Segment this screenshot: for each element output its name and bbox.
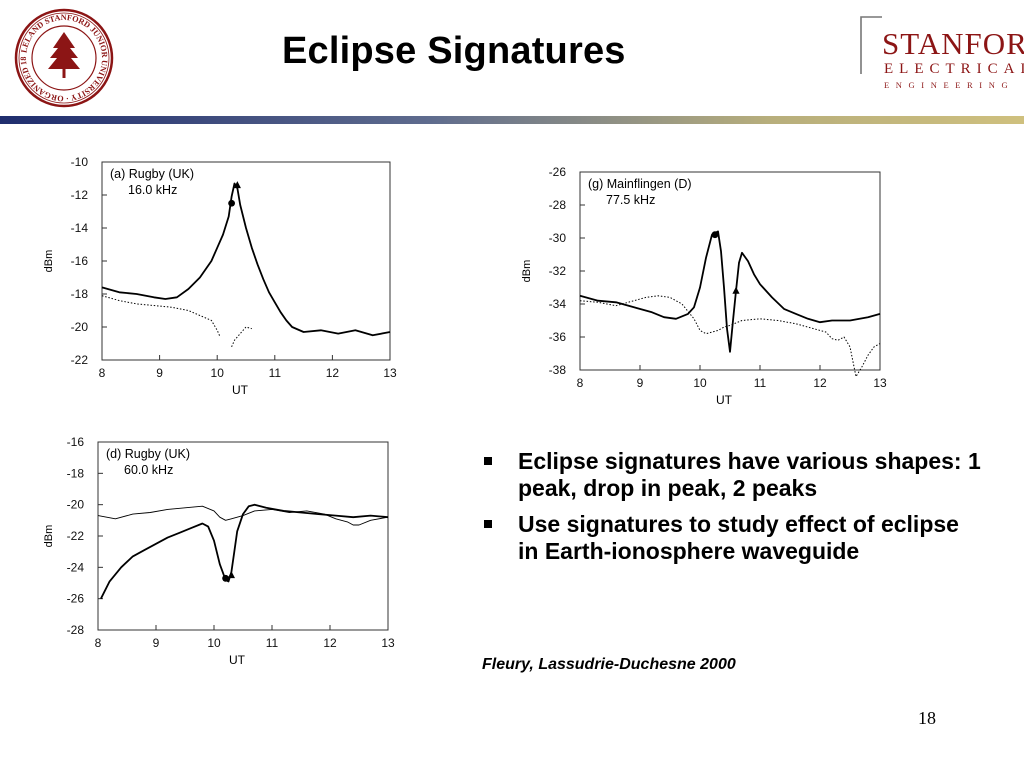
y-tick-label: -32 (549, 264, 567, 278)
bullet-square-icon (484, 457, 492, 465)
page-number: 18 (918, 708, 936, 728)
logo-line-1: STANFORD (882, 26, 1024, 61)
y-tick-label: -36 (549, 330, 567, 344)
x-tick-label: 11 (269, 366, 282, 380)
series-line-2 (97, 505, 389, 526)
chart-title: (a) Rugby (UK) (110, 167, 194, 181)
citation: Fleury, Lassudrie-Duchesne 2000 (482, 656, 736, 673)
y-tick-label: -30 (549, 231, 567, 245)
x-tick-label: 12 (323, 636, 337, 650)
x-tick-label: 11 (266, 636, 279, 650)
chart-g: 8 9 10 11 12 13 -26 -28 -30 -32 -34 -36 -38 UT dBm (g) … (518, 158, 890, 416)
circle-marker (711, 231, 719, 239)
x-axis-label: UT (229, 653, 246, 667)
series-line-2 (101, 295, 221, 338)
y-tick-label: -26 (549, 165, 567, 179)
stanford-seal-icon: LELAND STANFORD JUNIOR UNIVERSITY · ORGA… (14, 8, 114, 108)
y-axis-label: dBm (43, 250, 55, 273)
series-line-3 (231, 326, 252, 348)
series-line-1 (100, 503, 389, 600)
bullet-text: Use signatures to study effect of eclips… (518, 511, 959, 564)
y-tick-label: -18 (71, 287, 89, 301)
header-divider-band (0, 116, 1024, 124)
y-tick-label: -16 (67, 435, 85, 449)
y-axis-label: dBm (43, 525, 55, 548)
x-tick-label: 8 (99, 366, 106, 380)
bullet-item-2: Use signatures to study effect of eclips… (482, 511, 982, 565)
chart-subtitle: 77.5 kHz (606, 193, 655, 207)
bullet-item-1: Eclipse signatures have various shapes: … (482, 448, 982, 502)
y-tick-label: -14 (71, 221, 89, 235)
chart-svg: 8 9 10 11 12 13 -26 -28 -30 -32 -34 -36 -38 UT dBm (g) … (521, 165, 887, 407)
logo-line-2: ELECTRICAL (884, 61, 1024, 77)
chart-title: (g) Mainflingen (D) (588, 177, 692, 191)
x-tick-label: 13 (873, 376, 887, 390)
y-tick-label: -38 (549, 363, 567, 377)
stanford-ee-logo: STANFORD ELECTRICAL ENGINEERING (858, 14, 1024, 94)
x-tick-label: 9 (156, 366, 163, 380)
x-tick-label: 8 (577, 376, 584, 390)
logo-bracket-icon (860, 16, 882, 74)
y-tick-label: -34 (549, 297, 567, 311)
x-tick-label: 12 (813, 376, 827, 390)
x-tick-label: 8 (95, 636, 102, 650)
series-line-1 (579, 230, 881, 353)
triangle-marker (732, 286, 740, 294)
circle-marker (222, 574, 230, 582)
x-axis-label: UT (716, 393, 733, 407)
x-tick-label: 10 (211, 366, 225, 380)
y-tick-label: -10 (71, 155, 89, 169)
y-axis-label: dBm (521, 260, 533, 283)
y-tick-label: -18 (67, 466, 85, 480)
x-tick-label: 9 (637, 376, 644, 390)
chart-subtitle: 16.0 kHz (128, 183, 177, 197)
bullet-list: Eclipse signatures have various shapes: … (482, 448, 982, 574)
triangle-marker (233, 181, 241, 189)
series-line-2 (579, 295, 881, 378)
x-tick-label: 11 (754, 376, 767, 390)
bullet-square-icon (484, 520, 492, 528)
y-tick-label: -12 (71, 188, 89, 202)
logo-line-3: ENGINEERING (884, 80, 1015, 90)
y-tick-label: -22 (67, 529, 85, 543)
y-tick-label: -20 (71, 320, 89, 334)
chart-a: 8 9 10 11 12 13 -10 -12 -14 -16 -18 -20 -22 UT dBm (a) … (40, 148, 400, 406)
y-tick-label: -26 (67, 592, 85, 606)
y-tick-label: -22 (71, 353, 89, 367)
x-tick-label: 10 (693, 376, 707, 390)
x-axis-label: UT (232, 383, 249, 397)
chart-svg: 8 9 10 11 12 13 -10 -12 -14 -16 -18 -20 -22 UT dBm (a) … (43, 155, 397, 397)
slide-title: Eclipse Signatures (282, 30, 626, 72)
chart-subtitle: 60.0 kHz (124, 463, 173, 477)
circle-marker (228, 199, 236, 207)
chart-svg: 8 9 10 11 12 13 -16 -18 -20 -22 -24 -26 -28 UT dBm (d) … (43, 435, 395, 667)
chart-d: 8 9 10 11 12 13 -16 -18 -20 -22 -24 -26 -28 UT dBm (d) … (40, 430, 400, 674)
series-line-1 (101, 182, 391, 337)
x-tick-label: 13 (381, 636, 395, 650)
y-tick-label: -16 (71, 254, 89, 268)
chart-title: (d) Rugby (UK) (106, 447, 190, 461)
bullet-text: Eclipse signatures have various shapes: … (518, 448, 981, 501)
y-tick-label: -28 (67, 623, 85, 637)
y-tick-label: -20 (67, 498, 85, 512)
y-tick-label: -24 (67, 560, 85, 574)
x-tick-label: 12 (326, 366, 340, 380)
x-tick-label: 9 (153, 636, 160, 650)
triangle-marker (227, 571, 235, 579)
x-tick-label: 13 (383, 366, 397, 380)
y-tick-label: -28 (549, 198, 567, 212)
x-tick-label: 10 (207, 636, 221, 650)
